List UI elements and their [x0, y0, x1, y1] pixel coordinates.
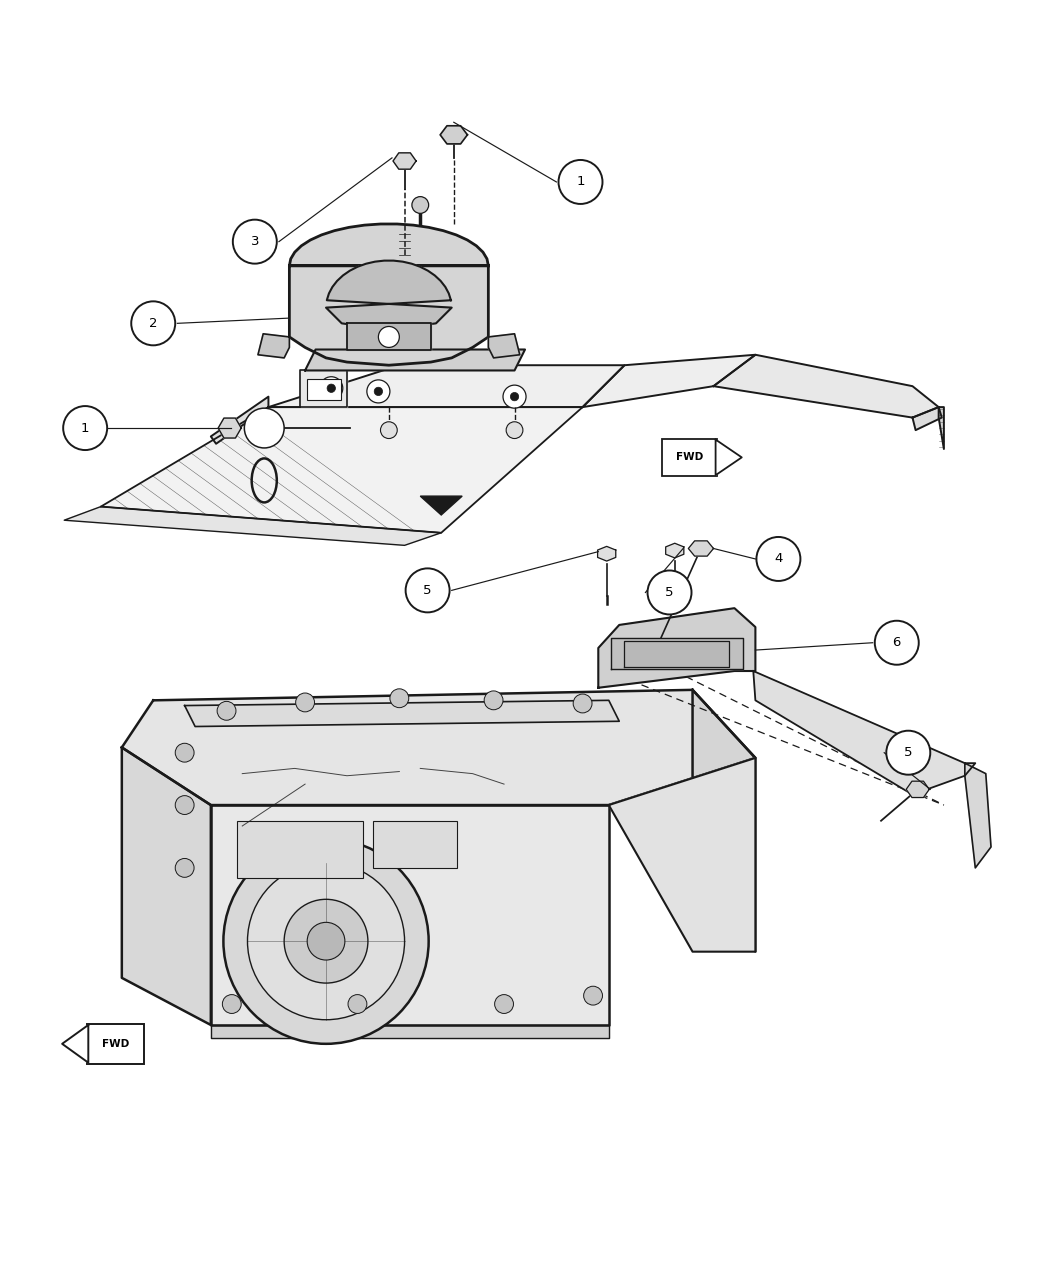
- Polygon shape: [306, 349, 525, 371]
- Circle shape: [380, 422, 397, 439]
- Polygon shape: [122, 747, 211, 1025]
- Circle shape: [63, 405, 107, 450]
- Text: 4: 4: [774, 552, 782, 565]
- Polygon shape: [597, 547, 615, 561]
- Polygon shape: [609, 757, 755, 951]
- Bar: [237, 821, 362, 878]
- Circle shape: [217, 701, 236, 720]
- Circle shape: [366, 380, 390, 403]
- Polygon shape: [689, 541, 714, 556]
- Circle shape: [308, 922, 344, 960]
- Circle shape: [559, 159, 603, 204]
- Circle shape: [390, 688, 408, 708]
- Polygon shape: [965, 764, 991, 868]
- Circle shape: [233, 219, 277, 264]
- Polygon shape: [327, 260, 452, 329]
- Polygon shape: [218, 418, 242, 439]
- Circle shape: [285, 899, 368, 983]
- Polygon shape: [211, 397, 269, 444]
- Polygon shape: [393, 153, 416, 170]
- FancyBboxPatch shape: [87, 1024, 144, 1063]
- Circle shape: [886, 731, 930, 775]
- Circle shape: [245, 408, 285, 448]
- Circle shape: [248, 863, 404, 1020]
- Polygon shape: [269, 365, 625, 407]
- Polygon shape: [300, 371, 346, 407]
- Text: 5: 5: [666, 586, 674, 599]
- FancyBboxPatch shape: [308, 379, 340, 400]
- Circle shape: [175, 858, 194, 877]
- Text: FWD: FWD: [676, 453, 704, 463]
- Circle shape: [328, 384, 335, 393]
- Circle shape: [374, 388, 382, 395]
- FancyBboxPatch shape: [663, 439, 717, 477]
- Text: 1: 1: [81, 422, 89, 435]
- Circle shape: [648, 570, 692, 615]
- Text: 5: 5: [423, 584, 432, 597]
- Polygon shape: [185, 700, 620, 727]
- Polygon shape: [598, 608, 755, 687]
- Circle shape: [175, 796, 194, 815]
- Bar: [373, 821, 457, 868]
- Text: 2: 2: [149, 316, 158, 330]
- Polygon shape: [912, 407, 942, 430]
- Polygon shape: [420, 496, 462, 515]
- Polygon shape: [346, 324, 430, 349]
- Polygon shape: [122, 690, 755, 805]
- Circle shape: [405, 569, 449, 612]
- Polygon shape: [211, 805, 609, 1025]
- Circle shape: [348, 994, 366, 1014]
- Polygon shape: [693, 690, 755, 951]
- Circle shape: [175, 743, 194, 762]
- Polygon shape: [583, 354, 755, 407]
- Text: FWD: FWD: [102, 1039, 129, 1049]
- Circle shape: [573, 694, 592, 713]
- Polygon shape: [666, 543, 684, 558]
- Circle shape: [378, 326, 399, 347]
- Polygon shape: [258, 334, 290, 358]
- Polygon shape: [290, 224, 488, 365]
- Circle shape: [223, 994, 242, 1014]
- Circle shape: [484, 691, 503, 710]
- Polygon shape: [64, 506, 441, 546]
- Text: 1: 1: [576, 176, 585, 189]
- Circle shape: [320, 376, 342, 400]
- Circle shape: [875, 621, 919, 664]
- Polygon shape: [440, 126, 467, 144]
- Polygon shape: [625, 640, 729, 667]
- Circle shape: [412, 196, 428, 213]
- Polygon shape: [488, 334, 520, 358]
- Text: 6: 6: [892, 636, 901, 649]
- Polygon shape: [906, 782, 929, 797]
- Polygon shape: [611, 638, 742, 669]
- Text: 3: 3: [251, 235, 259, 249]
- Circle shape: [756, 537, 800, 581]
- Text: 5: 5: [904, 746, 912, 759]
- Polygon shape: [62, 1025, 88, 1062]
- Circle shape: [131, 301, 175, 346]
- Polygon shape: [211, 1025, 609, 1038]
- Circle shape: [224, 839, 428, 1044]
- Polygon shape: [101, 407, 583, 533]
- Circle shape: [495, 994, 513, 1014]
- Circle shape: [584, 987, 603, 1005]
- Circle shape: [510, 393, 519, 400]
- Circle shape: [296, 694, 315, 711]
- Circle shape: [506, 422, 523, 439]
- Polygon shape: [714, 354, 939, 418]
- Polygon shape: [939, 407, 944, 449]
- Circle shape: [503, 385, 526, 408]
- Polygon shape: [753, 671, 975, 794]
- Polygon shape: [716, 440, 741, 476]
